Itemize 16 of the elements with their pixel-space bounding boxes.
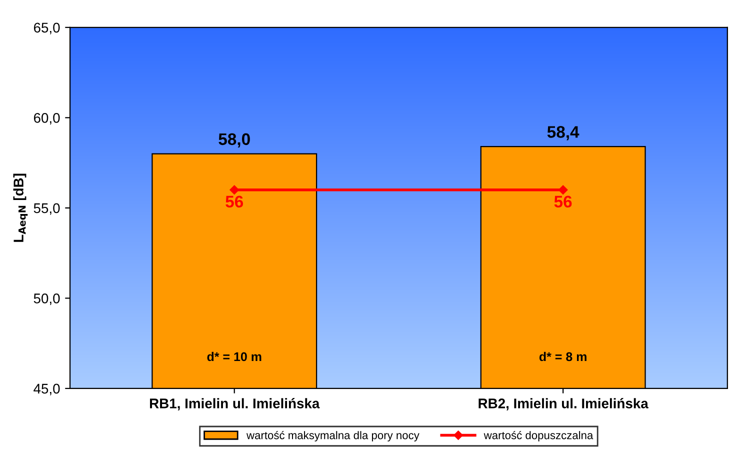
annotation: d* = 8 m <box>539 352 586 362</box>
y-tick-label: 50,0 <box>34 294 60 305</box>
x-tick-label: RB1, Imielin ul. Imielińska <box>150 398 320 410</box>
y-tick-label: 45,0 <box>34 384 60 396</box>
data-label: 56 <box>226 196 244 208</box>
y-tick-label: 60,0 <box>34 113 60 124</box>
annotation: d* = 10 m <box>207 352 262 362</box>
y-axis-title: L$_{AeqN}$ [dB] <box>13 174 28 242</box>
legend-label: wartość dopuszczalna <box>484 430 594 442</box>
x-tick-label: RB2, Imielin ul. Imielińska <box>478 398 648 410</box>
legend-label: wartość maksymalna dla pory nocy <box>246 430 420 442</box>
y-tick-label: 65,0 <box>34 22 60 34</box>
data-label: 58,0 <box>218 133 250 148</box>
data-label: 56 <box>554 196 572 208</box>
y-tick-label: 55,0 <box>34 203 60 215</box>
data-label: 58,4 <box>547 126 580 140</box>
